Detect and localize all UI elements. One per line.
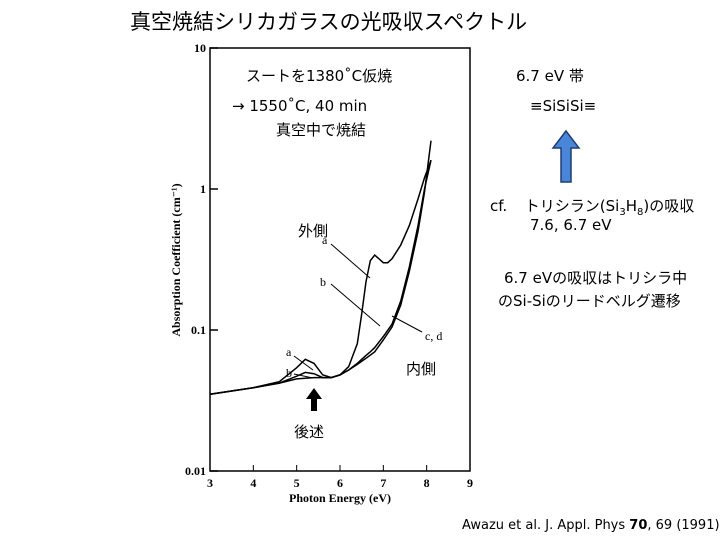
black-up-arrow-icon (306, 388, 322, 411)
cf-text-before: トリシラン(Si (524, 197, 620, 215)
citation-prefix: Awazu et al. J. Appl. Phys (462, 518, 630, 533)
cf-mid: H (625, 197, 637, 215)
y-axis-label: Absorption Coefficient (cm⁻¹) (169, 183, 183, 336)
structure-label: ≡SiSiSi≡ (530, 97, 597, 115)
citation-volume: 70 (629, 518, 648, 533)
presinter-note: スートを1380˚C仮焼 (246, 67, 393, 85)
series-label-b-lower: b (286, 366, 292, 380)
y-tick-label: 10 (194, 41, 206, 55)
slide-title: 真空焼結シリカガラスの光吸収スペクトル (130, 10, 528, 34)
sinter-note-line2: 真空中で焼結 (276, 121, 367, 139)
series-label-a-upper: a (322, 233, 328, 247)
cf-sub-3: 3 (619, 207, 626, 218)
cf-sub-8: 8 (636, 207, 644, 218)
x-tick-label: 5 (294, 476, 300, 490)
leader-line-b-lower (293, 373, 314, 379)
series-label-a-lower: a (286, 345, 292, 359)
later-label: 後述 (294, 423, 325, 441)
y-axis-ticks: 0.01 0.1 1 10 (185, 41, 218, 478)
leader-line-a-lower (293, 355, 314, 371)
cf-prefix: cf. (490, 197, 508, 215)
blue-up-arrow-icon (551, 129, 581, 183)
explain-line2: のSi-Siのリードベルグ遷移 (498, 292, 681, 310)
cf-text-after: )の吸収 (643, 197, 695, 215)
series-line-cd (209, 140, 432, 396)
series-layer (209, 140, 432, 396)
leader-line-a-upper (330, 243, 371, 279)
y-tick-label: 1 (200, 182, 206, 196)
sinter-note-line1: → 1550˚C, 40 min (232, 97, 368, 115)
citation-pages: , 69 (1991) (647, 518, 720, 533)
x-axis-label: Photon Energy (eV) (289, 491, 391, 505)
series-label-b-upper: b (320, 275, 326, 289)
y-tick-label: 0.1 (191, 323, 206, 337)
cf-values: 7.6, 6.7 eV (530, 216, 612, 234)
series-line-a (209, 159, 432, 396)
series-line-b (209, 160, 432, 396)
x-tick-label: 6 (337, 476, 343, 490)
explain-line1: 6.7 eVの吸収はトリシラ中 (504, 269, 688, 287)
outer-side-label: 外側 (298, 222, 329, 240)
x-tick-label: 9 (467, 476, 473, 490)
x-tick-label: 7 (380, 476, 386, 490)
x-tick-label: 8 (424, 476, 430, 490)
citation: Awazu et al. J. Appl. Phys 70, 69 (1991) (462, 518, 720, 533)
inner-side-label: 内側 (406, 360, 437, 378)
leader-line-cd (391, 315, 423, 333)
series-label-cd: c, d (425, 329, 442, 343)
leader-line-b-upper (330, 283, 381, 327)
x-tick-label: 4 (250, 476, 256, 490)
x-tick-label: 3 (207, 476, 213, 490)
band-label: 6.7 eV 帯 (516, 67, 584, 85)
x-axis-ticks: 3 4 5 6 7 8 9 (207, 465, 473, 490)
y-tick-label: 0.01 (185, 464, 206, 478)
cf-note-line1: cf. トリシラン(Si3H8)の吸収 (490, 195, 694, 218)
